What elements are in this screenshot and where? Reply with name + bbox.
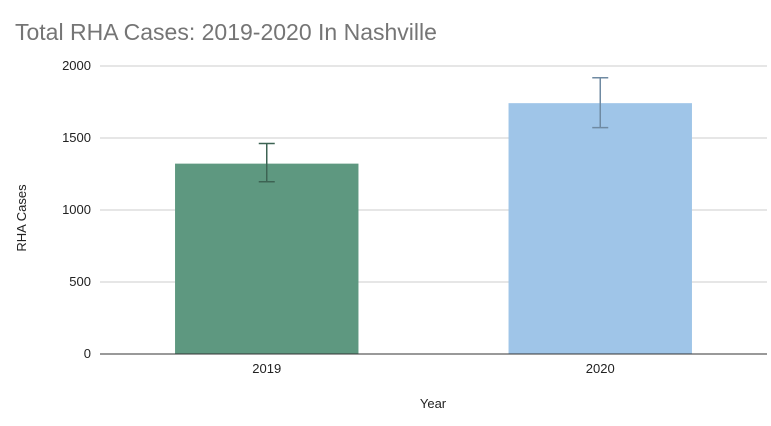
x-tick-label: 2020 <box>586 361 615 376</box>
bars <box>175 103 692 354</box>
y-tick-label: 500 <box>69 274 91 289</box>
x-axis-ticks: 2019 2020 <box>252 361 614 376</box>
y-tick-label: 2000 <box>62 58 91 73</box>
x-tick-label: 2019 <box>252 361 281 376</box>
y-axis-title: RHA Cases <box>14 184 29 252</box>
error-bar-2019 <box>258 142 275 183</box>
chart-title: Total RHA Cases: 2019-2020 In Nashville <box>15 19 437 45</box>
y-axis-ticks: 0 500 1000 1500 2000 <box>62 58 91 361</box>
y-tick-label: 1000 <box>62 202 91 217</box>
bar-2020 <box>508 103 692 354</box>
y-tick-label: 1500 <box>62 130 91 145</box>
error-bar-2020 <box>592 77 609 129</box>
y-tick-label: 0 <box>84 346 91 361</box>
x-axis-title: Year <box>420 396 447 411</box>
error-bars <box>258 77 609 183</box>
bar-2019 <box>175 163 359 354</box>
